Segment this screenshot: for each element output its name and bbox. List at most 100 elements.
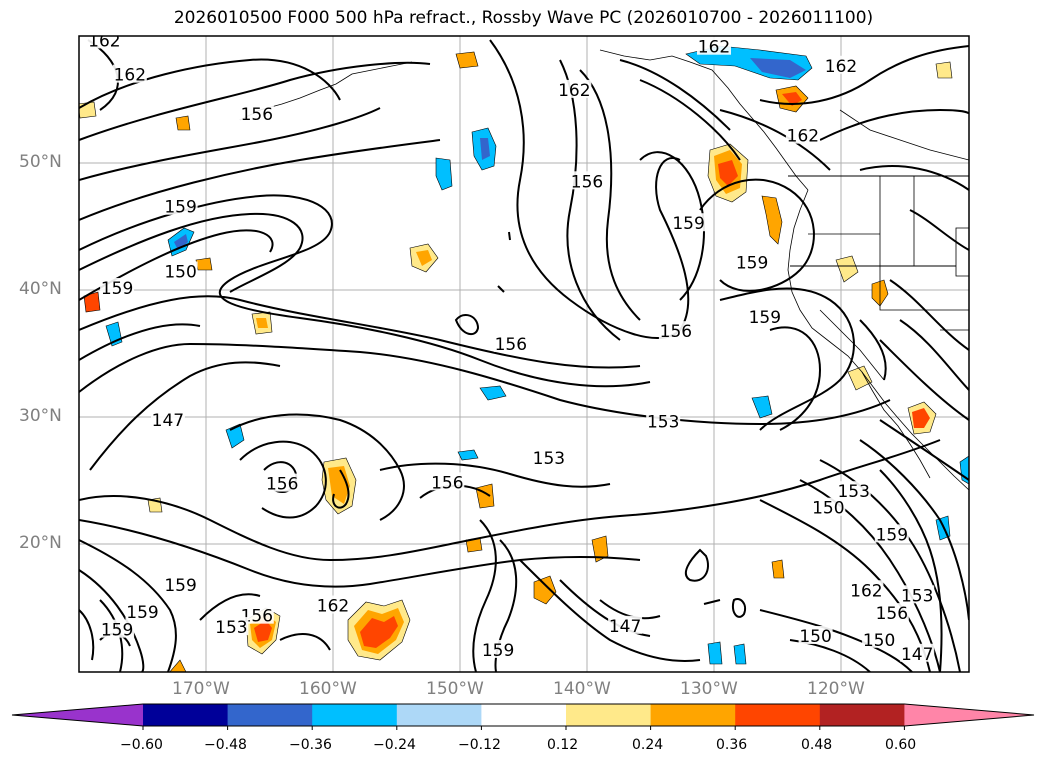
contour-label: 162 — [558, 81, 590, 101]
contour-label-bg — [557, 79, 592, 98]
contour-label-bg — [798, 625, 833, 644]
lon-label-120w: 120°W — [807, 679, 865, 699]
lat-label-30n: 30°N — [19, 406, 62, 426]
lon-label-130w: 130°W — [680, 679, 738, 699]
lon-label-170w: 170°W — [172, 679, 230, 699]
colorbar-tick-2: −0.48 — [204, 737, 247, 753]
contour-label-bg — [150, 410, 185, 429]
contour-label: 147 — [609, 617, 641, 637]
contour-label: 159 — [736, 254, 768, 274]
contour-label: 156 — [495, 335, 527, 355]
contour-label-bg — [811, 497, 846, 516]
contour-label-bg — [836, 481, 871, 500]
colorbar-extend-high — [904, 704, 1034, 726]
colorbar-segment — [735, 704, 821, 726]
contour-label-bg — [697, 36, 731, 55]
contour-label-bg — [824, 55, 858, 74]
contour-label: 156 — [876, 604, 908, 624]
contour-label: 153 — [837, 482, 869, 502]
lat-label-40n: 40°N — [19, 279, 62, 299]
colorbar-segment — [481, 704, 567, 726]
colorbar-extend-low — [12, 704, 143, 726]
plot-frame — [78, 35, 970, 673]
contour-label-bg — [608, 615, 643, 634]
contour-label: 156 — [241, 607, 273, 627]
contour-label-bg — [747, 307, 782, 326]
contour-label: 156 — [266, 475, 298, 495]
contour-label-bg — [570, 171, 604, 190]
colorbar-segment — [312, 704, 398, 726]
colorbar-segment — [227, 704, 313, 726]
colorbar-tick-3: −0.36 — [289, 737, 332, 753]
contour-label: 156 — [431, 473, 463, 493]
contour-label-bg — [785, 125, 820, 144]
colorbar-tick-7: 0.24 — [632, 737, 664, 753]
colorbar-segment — [396, 704, 482, 726]
colorbar-tick-9: 0.48 — [801, 737, 833, 753]
contour-label: 159 — [482, 641, 514, 661]
colorbar-tick-10: 0.60 — [885, 737, 917, 753]
contour-label-bg — [430, 472, 465, 491]
contour-label-bg — [265, 473, 300, 492]
contour-label: 147 — [152, 411, 184, 431]
contour-label-bg — [125, 601, 160, 620]
contour-label-bg — [239, 104, 274, 123]
contour-label: 153 — [533, 449, 565, 469]
contour-label-bg — [100, 619, 135, 638]
colorbar-tick-5: −0.12 — [458, 737, 501, 753]
contour-label-bg — [100, 278, 135, 296]
contour-label: 162 — [698, 38, 730, 58]
colorbar-segment — [819, 704, 905, 726]
lat-label-20n: 20°N — [19, 533, 62, 553]
lon-label-140w: 140°W — [553, 679, 611, 699]
contour-label-bg — [874, 603, 909, 622]
contour-label-bg — [849, 580, 884, 599]
contour-label-bg — [531, 448, 566, 467]
colorbar-tick-8: 0.36 — [716, 737, 748, 753]
contour-label: 159 — [126, 603, 158, 623]
colorbar-tick-4: −0.24 — [373, 737, 416, 753]
contour-label: 156 — [571, 172, 603, 192]
gridlines — [79, 36, 969, 672]
contour-label-bg — [900, 585, 935, 604]
contour-label: 159 — [164, 198, 196, 218]
colorbar-tick-1: −0.60 — [120, 737, 163, 753]
contour-label: 162 — [317, 597, 349, 617]
contour-label: 159 — [164, 576, 196, 596]
contour-label: 159 — [101, 279, 133, 299]
contour-label-bg — [658, 321, 693, 340]
contour-label: 156 — [660, 322, 692, 342]
contour-label: 159 — [101, 621, 133, 641]
contour-label-bg — [214, 617, 249, 636]
contour-label: 147 — [901, 645, 933, 665]
colorbar-segment — [143, 704, 229, 726]
contour-label: 162 — [850, 581, 882, 601]
map-title: 2026010500 F000 500 hPa refract., Rossby… — [173, 8, 874, 28]
contour-label-bg — [874, 524, 909, 543]
contour-label: 153 — [901, 586, 933, 606]
contour-label-bg — [87, 36, 122, 49]
contour-label-bg — [163, 261, 198, 280]
contour-label-bg — [163, 196, 198, 215]
contour-label: 150 — [799, 627, 831, 647]
lon-label-150w: 150°W — [426, 679, 484, 699]
contour-label: 153 — [647, 412, 679, 432]
contour-label: 156 — [241, 105, 273, 125]
contour-label: 162 — [88, 31, 120, 51]
contour-label-bg — [316, 595, 350, 614]
contour-label: 159 — [876, 525, 908, 545]
contour-label: 150 — [812, 499, 844, 519]
contour-label: 162 — [787, 127, 819, 147]
colorbar — [11, 703, 1035, 730]
contour-label: 159 — [672, 214, 704, 234]
contour-label: 153 — [215, 618, 247, 638]
contour-label-bg — [112, 64, 147, 83]
lat-label-50n: 50°N — [19, 152, 62, 172]
contour-label: 150 — [164, 262, 196, 282]
contour-label-bg — [646, 411, 681, 430]
colorbar-segment — [650, 704, 736, 726]
colorbar-tick-6: 0.12 — [547, 737, 579, 753]
contour-label-bg — [163, 575, 198, 594]
